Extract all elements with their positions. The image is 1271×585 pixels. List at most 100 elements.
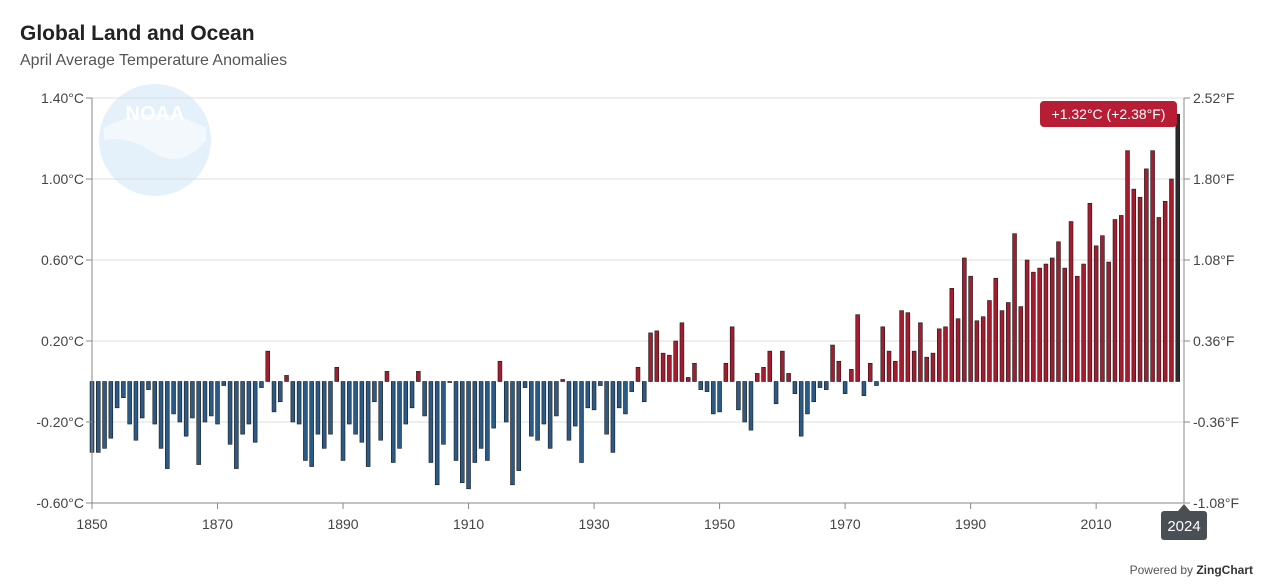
data-bar	[974, 320, 980, 382]
value-badge-label: +1.32°C (+2.38°F)	[1052, 106, 1166, 122]
data-bar	[955, 318, 961, 382]
data-bar	[422, 381, 427, 417]
data-bar	[811, 381, 816, 403]
year-badge-pointer	[1178, 504, 1190, 511]
data-bar	[648, 332, 653, 382]
data-bar	[943, 326, 948, 382]
data-bar	[328, 381, 333, 435]
data-bar	[121, 381, 126, 399]
data-bar	[572, 381, 578, 427]
data-bar	[780, 350, 785, 382]
y-right-tick-label: -0.36°F	[1193, 414, 1239, 430]
data-bar	[855, 314, 860, 382]
noaa-logo: NOAA	[99, 84, 211, 196]
data-bar	[240, 381, 245, 435]
data-bar	[171, 381, 176, 415]
data-bar	[685, 377, 691, 382]
data-bar	[447, 381, 452, 383]
data-bar	[667, 354, 672, 382]
data-bar	[441, 381, 446, 445]
data-bar	[1006, 302, 1011, 382]
data-bar	[234, 381, 239, 469]
data-bar	[930, 352, 936, 382]
data-bar	[616, 381, 622, 409]
data-bar	[290, 381, 296, 423]
data-bar	[227, 381, 233, 445]
chart-subtitle: April Average Temperature Anomalies	[20, 52, 288, 69]
data-bar	[1169, 178, 1174, 382]
data-bar	[372, 381, 377, 403]
data-bar	[503, 381, 509, 423]
data-bar	[152, 381, 158, 425]
data-bar	[497, 360, 503, 382]
data-bar	[1068, 221, 1074, 382]
data-bar	[278, 381, 283, 403]
data-bar	[296, 381, 302, 425]
data-bar	[409, 381, 415, 409]
data-bar	[1075, 275, 1080, 382]
powered-by[interactable]: Powered by ZingChart	[1130, 563, 1253, 577]
data-bar	[899, 310, 904, 382]
data-bar	[824, 381, 829, 390]
data-bar	[246, 381, 252, 425]
data-bar	[849, 369, 854, 382]
data-bar	[1062, 267, 1068, 382]
data-bar	[1156, 217, 1162, 382]
data-bar	[183, 381, 189, 437]
x-tick-label: 1890	[327, 516, 358, 532]
data-bar	[1162, 200, 1168, 382]
data-bar	[177, 381, 183, 423]
y-right-tick-label: 1.08°F	[1193, 252, 1234, 268]
data-bar	[1093, 245, 1099, 382]
data-bar	[698, 381, 704, 390]
data-bar	[886, 350, 892, 382]
data-bar	[547, 381, 553, 449]
data-bar	[390, 381, 396, 463]
data-bar	[905, 312, 911, 382]
data-bar	[196, 381, 201, 465]
data-bar	[1012, 233, 1017, 382]
data-bar	[221, 381, 227, 386]
x-tick-label: 1950	[704, 516, 735, 532]
data-bar	[836, 360, 842, 382]
data-bar	[416, 371, 421, 382]
data-bar	[924, 356, 929, 382]
data-bar	[252, 381, 258, 443]
data-bar	[1100, 235, 1105, 382]
data-bar	[893, 360, 898, 382]
x-tick-label: 1990	[955, 516, 986, 532]
data-bar	[711, 381, 716, 415]
y-right-tick-label: 1.80°F	[1193, 171, 1234, 187]
y-right-tick-label: -1.08°F	[1193, 495, 1239, 511]
data-bar	[347, 381, 352, 425]
data-bar	[579, 381, 584, 463]
data-bar	[1087, 203, 1093, 382]
data-bar	[102, 381, 107, 449]
y-right-tick-label: 0.36°F	[1193, 333, 1234, 349]
data-bar	[541, 381, 547, 425]
y-tick-label: -0.20°C	[36, 414, 84, 430]
data-bar	[334, 367, 340, 382]
data-bar	[114, 381, 120, 409]
y-tick-label: 0.20°C	[41, 333, 84, 349]
data-bar	[108, 381, 114, 439]
data-bar	[165, 381, 170, 469]
data-bar	[1131, 188, 1137, 382]
data-bar	[1031, 271, 1036, 382]
data-bar	[321, 381, 327, 449]
data-bar	[949, 288, 955, 382]
data-bar	[660, 352, 666, 382]
data-bar	[773, 381, 779, 405]
data-bar	[987, 300, 992, 382]
data-bar	[993, 277, 998, 382]
data-bar	[190, 381, 195, 419]
data-bar	[642, 381, 647, 403]
y-tick-label: 1.00°C	[41, 171, 84, 187]
y-tick-label: 0.60°C	[41, 252, 84, 268]
y-tick-label: -0.60°C	[36, 495, 84, 511]
data-bar	[127, 381, 132, 425]
data-bar	[598, 381, 603, 386]
data-bar	[980, 316, 986, 382]
data-bar	[1018, 306, 1024, 382]
data-bar	[754, 373, 760, 382]
